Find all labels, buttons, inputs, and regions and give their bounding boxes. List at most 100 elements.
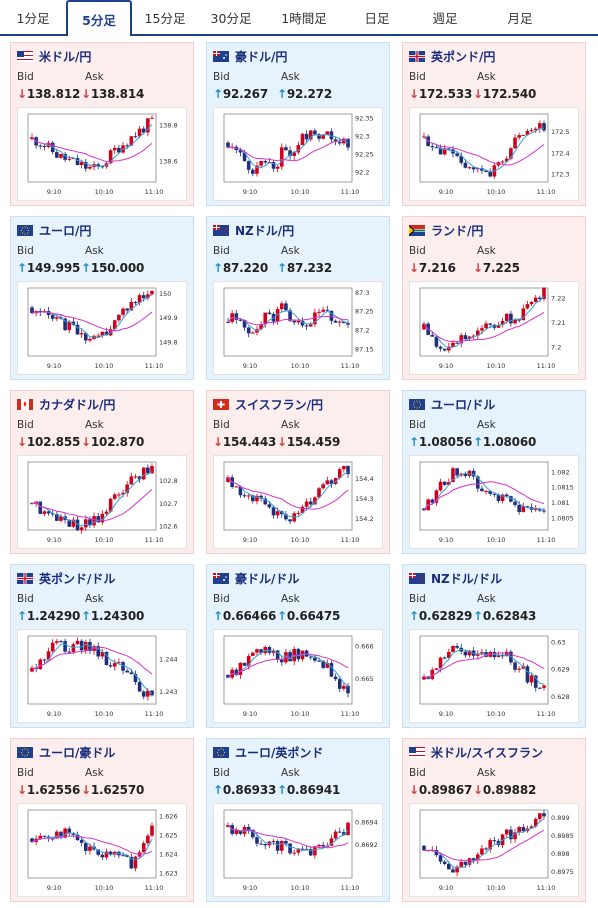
rate-card-5[interactable]: ランド/円 Bid Ask ↓7.216 ↓7.225 7.22 7.21 7.2 9:10 10… — [402, 216, 586, 380]
pair-title[interactable]: ユーロ/豪ドル — [17, 744, 115, 761]
chart-frame — [27, 287, 157, 357]
pair-title[interactable]: 英ポンド/ドル — [17, 570, 115, 587]
arrow-up-icon: ↑ — [277, 261, 287, 275]
rate-card-2[interactable]: 英ポンド/円 Bid Ask ↓172.533 ↓172.540 172.5 172.4 17… — [402, 42, 586, 206]
rate-card-9[interactable]: 英ポンド/ドル Bid Ask ↑1.24290 ↑1.24300 1.244 1.243 9… — [10, 564, 194, 728]
ma-long-line — [227, 315, 349, 326]
candle-body — [112, 851, 117, 855]
rate-card-0[interactable]: 米ドル/円 Bid Ask ↓138.812 ↓138.814 138.8 138.6 9:1… — [10, 42, 194, 206]
x-tick-label: 10:10 — [487, 536, 506, 544]
pair-title[interactable]: ユーロ/円 — [17, 222, 91, 239]
candle-body — [38, 659, 43, 670]
pair-name[interactable]: スイスフラン/円 — [235, 398, 324, 412]
x-tick-label: 10:10 — [95, 884, 114, 892]
pair-name[interactable]: ユーロ/円 — [39, 224, 92, 238]
candle-body — [509, 148, 513, 159]
rate-card-3[interactable]: ユーロ/円 Bid Ask ↑149.995 ↑150.000 150 149.9 149.8… — [10, 216, 194, 380]
pair-title[interactable]: ランド/円 — [409, 222, 483, 239]
tab-3[interactable]: 30分足 — [210, 10, 252, 26]
candle-body — [234, 313, 239, 320]
pair-name[interactable]: NZドル/円 — [235, 224, 295, 238]
pair-title[interactable]: 豪ドル/ドル — [213, 570, 299, 587]
pair-name[interactable]: ユーロ/英ポンド — [235, 746, 324, 760]
candle-body — [150, 117, 154, 119]
rate-card-14[interactable]: 米ドル/スイスフラン Bid Ask ↓0.89867 ↓0.89882 0.899 0.8… — [402, 738, 586, 902]
tab-2[interactable]: 15分足 — [144, 10, 186, 26]
pair-name[interactable]: NZドル/ドル — [431, 572, 503, 586]
pair-title[interactable]: 米ドル/円 — [17, 48, 91, 65]
candle-body — [504, 829, 509, 835]
tab-4[interactable]: 1時間足 — [281, 10, 327, 26]
x-tick-label: 9:10 — [47, 188, 62, 196]
candle-body — [141, 128, 146, 133]
candle-body — [492, 493, 497, 495]
candle-body — [234, 669, 239, 675]
pair-name[interactable]: 米ドル/円 — [39, 50, 92, 64]
ask-price: 150.000 — [90, 261, 145, 275]
pair-name[interactable]: ランド/円 — [431, 224, 484, 238]
candle-body — [521, 134, 526, 136]
rate-card-6[interactable]: カナダドル/円 Bid Ask ↓102.855 ↓102.870 102.8 102.7 1… — [10, 390, 194, 554]
ask-value: ↓154.459 — [277, 435, 340, 449]
y-tick-label: 1.243 — [159, 688, 178, 696]
pair-title[interactable]: NZドル/円 — [213, 222, 294, 239]
x-tick-label: 10:10 — [291, 710, 310, 718]
pair-name[interactable]: ユーロ/豪ドル — [39, 746, 116, 760]
pair-name[interactable]: 豪ドル/円 — [235, 50, 288, 64]
y-tick-label: 7.21 — [551, 319, 565, 327]
rate-card-10[interactable]: 豪ドル/ドル Bid Ask ↑0.66466 ↑0.66475 0.666 0.665 9:… — [206, 564, 390, 728]
tab-7[interactable]: 月足 — [507, 10, 533, 26]
candle-body — [59, 641, 63, 643]
candle-body — [55, 317, 59, 319]
rate-card-11[interactable]: NZドル/ドル Bid Ask ↑0.62829 ↑0.62843 0.63 0.629 0.… — [402, 564, 586, 728]
tab-5[interactable]: 日足 — [364, 10, 390, 26]
pair-name[interactable]: 豪ドル/ドル — [235, 572, 300, 586]
candle-body — [475, 330, 480, 336]
candle-body — [438, 855, 443, 862]
ask-label: Ask — [85, 419, 104, 431]
arrow-down-icon: ↓ — [81, 783, 91, 797]
y-tick-label: 172.4 — [551, 149, 570, 157]
pair-name[interactable]: カナダドル/円 — [39, 398, 116, 412]
chart-frame — [419, 113, 549, 183]
price-chart: 92.35 92.3 92.25 92.2 9:10 10:10 11:10 — [213, 107, 383, 201]
rate-card-4[interactable]: NZドル/円 Bid Ask ↑87.220 ↑87.232 87.3 87.25 87.2 8… — [206, 216, 390, 380]
tab-0[interactable]: 1分足 — [16, 10, 50, 26]
candle-body — [117, 662, 121, 664]
candle-body — [284, 514, 288, 520]
pair-name[interactable]: 英ポンド/円 — [431, 50, 496, 64]
rate-card-12[interactable]: ユーロ/豪ドル Bid Ask ↓1.62556 ↓1.62570 1.626 1.625 1… — [10, 738, 194, 902]
tab-1[interactable]: 5分足 — [66, 0, 132, 36]
pair-name[interactable]: 英ポンド/ドル — [39, 572, 116, 586]
pair-title[interactable]: スイスフラン/円 — [213, 396, 323, 413]
pair-title[interactable]: 米ドル/スイスフラン — [409, 744, 543, 761]
candle-body — [313, 130, 317, 135]
candle-body — [513, 501, 517, 505]
candle-body — [117, 314, 121, 321]
candle-body — [484, 490, 488, 492]
candle-body — [251, 652, 255, 656]
pair-title[interactable]: 豪ドル/円 — [213, 48, 287, 65]
pair-title[interactable]: ユーロ/英ポンド — [213, 744, 323, 761]
candle-body — [284, 147, 288, 151]
pair-title[interactable]: NZドル/ドル — [409, 570, 502, 587]
pair-name[interactable]: 米ドル/スイスフラン — [431, 746, 544, 760]
candle-body — [150, 290, 154, 295]
pair-name[interactable]: ユーロ/ドル — [431, 398, 496, 412]
rate-card-1[interactable]: 豪ドル/円 Bid Ask ↑92.267 ↑92.272 92.35 92.3 92.25 9… — [206, 42, 390, 206]
bid-price: 92.267 — [222, 87, 268, 101]
pair-title[interactable]: カナダドル/円 — [17, 396, 115, 413]
rate-card-7[interactable]: スイスフラン/円 Bid Ask ↓154.443 ↓154.459 154.4 154.3… — [206, 390, 390, 554]
candle-body — [300, 133, 305, 146]
rate-card-8[interactable]: ユーロ/ドル Bid Ask ↑1.08056 ↑1.08060 1.082 1.0815 1… — [402, 390, 586, 554]
x-tick-label: 9:10 — [243, 710, 258, 718]
pair-title[interactable]: 英ポンド/円 — [409, 48, 495, 65]
rate-card-13[interactable]: ユーロ/英ポンド Bid Ask ↑0.86933 ↑0.86941 0.8694 0.86… — [206, 738, 390, 902]
arrow-up-icon: ↑ — [277, 783, 287, 797]
candle-body — [488, 323, 493, 325]
candle-body — [75, 324, 80, 335]
candle-body — [255, 165, 259, 174]
pair-title[interactable]: ユーロ/ドル — [409, 396, 495, 413]
candle-body — [525, 130, 530, 135]
tab-6[interactable]: 週足 — [432, 10, 458, 26]
